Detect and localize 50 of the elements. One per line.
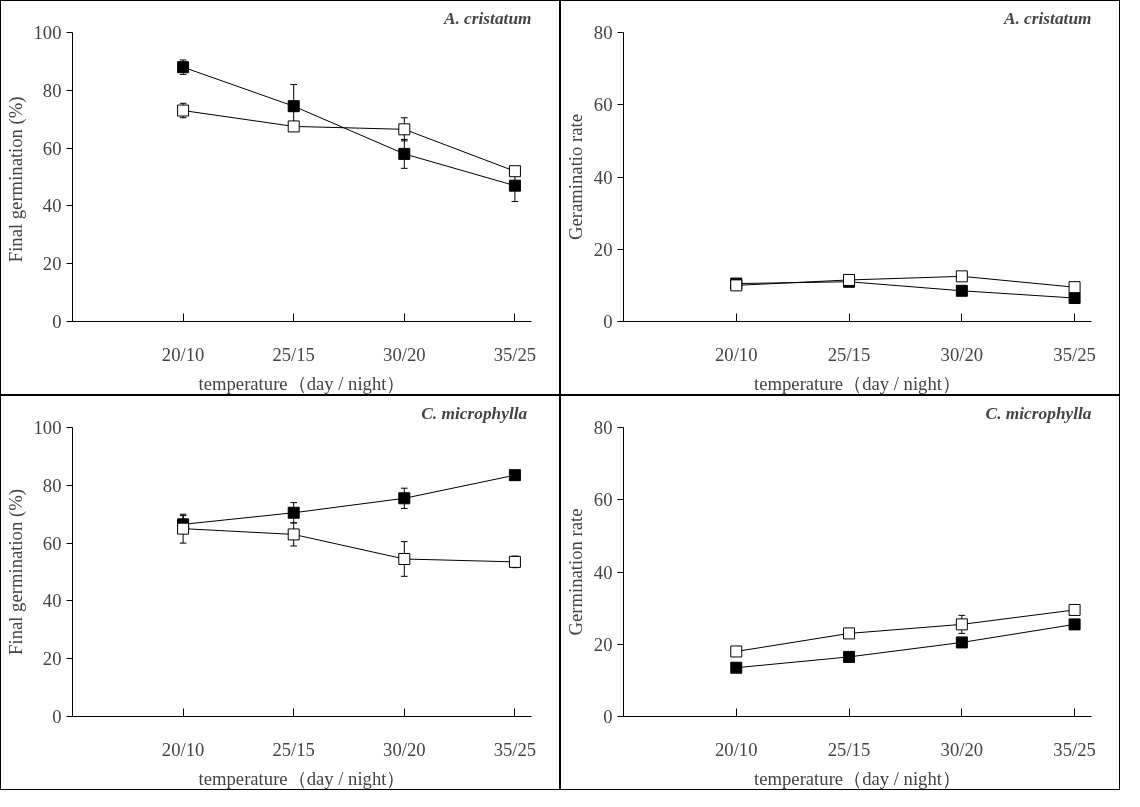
y-tick-label: 60 (42, 532, 62, 554)
x-tick-label: 35/25 (1053, 738, 1096, 760)
x-tick-label: 25/15 (272, 343, 315, 365)
y-tick-label: 0 (603, 311, 613, 332)
chart-title: A. cristatum (1002, 8, 1092, 28)
y-tick-label: 100 (33, 22, 62, 43)
x-tick-label: 30/20 (383, 738, 426, 760)
x-tick-label: 30/20 (940, 343, 984, 365)
chart-title: C. microphylla (421, 403, 528, 423)
x-tick-label: 20/10 (161, 738, 205, 760)
y-axis-title: Germination rate (564, 508, 586, 636)
y-tick-label: 100 (33, 417, 62, 438)
chart-title: A. cristatum (442, 8, 532, 28)
x-tick-label: 30/20 (940, 738, 984, 760)
y-tick-label: 0 (603, 706, 613, 727)
y-axis-title: Final germination (%) (4, 96, 27, 263)
y-tick-label: 40 (42, 590, 62, 612)
y-tick-label: 40 (593, 561, 613, 583)
x-tick-label: 25/15 (827, 738, 871, 760)
y-tick-label: 60 (42, 137, 62, 159)
y-tick-label: 40 (593, 166, 613, 188)
x-tick-label: 20/10 (161, 343, 205, 365)
x-tick-label: 20/10 (715, 738, 758, 760)
x-tick-label: 35/25 (493, 343, 537, 365)
x-axis-title: temperature（day / night） (198, 767, 406, 789)
y-tick-label: 80 (42, 79, 62, 101)
y-tick-label: 80 (593, 417, 613, 438)
x-axis-title: temperature（day / night） (754, 767, 961, 789)
x-tick-label: 25/15 (827, 343, 871, 365)
x-tick-label: 20/10 (715, 343, 758, 365)
y-tick-label: 20 (593, 633, 613, 655)
y-tick-label: 20 (42, 648, 62, 670)
y-tick-label: 60 (593, 94, 613, 116)
y-tick-label: 0 (52, 706, 62, 727)
y-tick-label: 60 (593, 489, 613, 511)
y-tick-label: 0 (52, 311, 62, 332)
chart-title: C. microphylla (985, 403, 1092, 423)
y-axis-title: Final germination (%) (4, 489, 27, 655)
x-axis-title: temperature（day / night） (198, 372, 406, 394)
y-tick-label: 20 (593, 238, 613, 260)
x-tick-label: 35/25 (493, 738, 537, 760)
y-axis-title: Geraminatio rate (564, 114, 586, 240)
y-tick-label: 80 (593, 22, 613, 43)
x-tick-label: 35/25 (1053, 343, 1096, 365)
x-tick-label: 30/20 (383, 343, 426, 365)
y-tick-label: 80 (42, 474, 62, 496)
x-axis-title: temperature（day / night） (754, 372, 961, 394)
y-tick-label: 40 (42, 195, 62, 217)
y-tick-label: 20 (42, 253, 62, 275)
x-tick-label: 25/15 (272, 738, 315, 760)
